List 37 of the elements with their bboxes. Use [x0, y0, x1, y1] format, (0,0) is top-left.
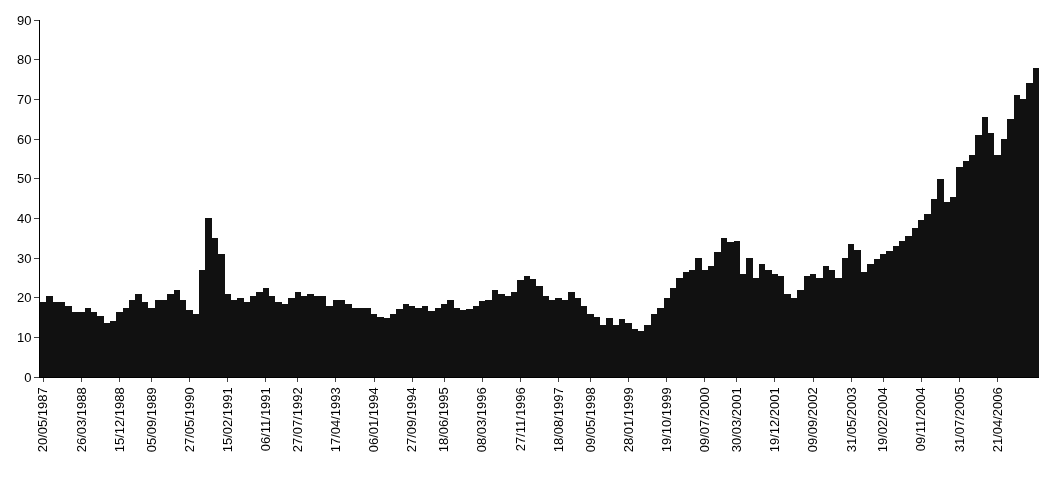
x-tick-label: 30/03/2001 — [728, 387, 744, 453]
x-tick-label: 28/01/1999 — [620, 387, 636, 453]
x-tick-label: 19/12/2001 — [767, 387, 783, 453]
y-tick-label: 40 — [16, 210, 32, 226]
y-tick-label: 0 — [24, 369, 32, 385]
x-tick-label: 27/05/1990 — [181, 387, 197, 453]
x-tick-label: 05/09/1989 — [143, 387, 159, 453]
y-tick-label: 20 — [16, 290, 32, 306]
x-tick-label: 31/05/2003 — [843, 387, 859, 453]
x-tick-label: 31/07/2005 — [951, 387, 967, 453]
y-tick-label: 30 — [16, 250, 32, 266]
x-tick-label: 15/02/1991 — [219, 387, 235, 453]
x-tick-label: 09/05/1998 — [582, 387, 598, 453]
x-tick-label: 19/02/2004 — [875, 387, 891, 453]
x-tick-label: 17/04/1993 — [328, 387, 344, 453]
y-tick-label: 70 — [16, 91, 32, 107]
x-tick-label: 27/07/1992 — [289, 387, 305, 453]
x-tick-label: 08/03/1996 — [474, 387, 490, 453]
x-tick-label: 18/08/1997 — [550, 387, 566, 453]
x-tick-label: 09/09/2002 — [805, 387, 821, 453]
y-tick-label: 90 — [16, 12, 32, 28]
x-tick-label: 09/11/2004 — [913, 387, 929, 452]
x-tick-label: 06/01/1994 — [366, 387, 382, 453]
x-tick-label: 20/05/1987 — [35, 387, 51, 453]
x-tick-label: 06/11/1991 — [258, 387, 274, 452]
x-tick-label: 15/12/1988 — [111, 387, 127, 453]
x-tick-label: 27/11/1996 — [512, 387, 528, 452]
x-tick-label: 21/04/2006 — [989, 387, 1005, 453]
x-tick-label: 26/03/1988 — [73, 387, 89, 453]
y-tick-label: 10 — [16, 329, 32, 345]
x-tick-label: 27/09/1994 — [404, 387, 420, 453]
y-tick-label: 50 — [16, 171, 32, 187]
y-tick-label: 80 — [16, 52, 32, 68]
x-tick-label: 18/06/1995 — [436, 387, 452, 453]
x-tick-label: 19/10/1999 — [658, 387, 674, 453]
x-tick-label: 09/07/2000 — [697, 387, 713, 453]
y-tick-label: 60 — [16, 131, 32, 147]
